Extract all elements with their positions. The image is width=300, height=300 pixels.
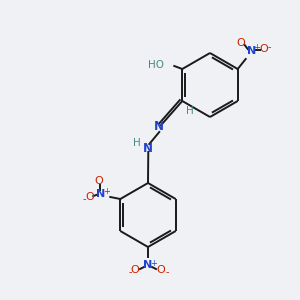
Text: -: -: [165, 267, 169, 277]
Text: +: +: [253, 44, 260, 52]
Text: HO: HO: [148, 60, 164, 70]
Text: O: O: [94, 176, 103, 186]
Text: N: N: [247, 46, 256, 56]
Text: +: +: [151, 259, 158, 268]
Text: H: H: [134, 138, 141, 148]
Text: N: N: [143, 260, 153, 270]
Text: H: H: [186, 106, 194, 116]
Text: O: O: [157, 265, 165, 275]
Text: O: O: [130, 265, 140, 275]
Text: O: O: [236, 38, 245, 48]
Text: O: O: [85, 192, 94, 202]
Text: N: N: [143, 142, 153, 154]
Text: -: -: [268, 42, 272, 52]
Text: -: -: [128, 267, 132, 277]
Text: -: -: [82, 194, 86, 204]
Text: N: N: [154, 121, 164, 134]
Text: O: O: [259, 44, 268, 54]
Text: N: N: [96, 189, 105, 199]
Text: +: +: [103, 188, 110, 196]
